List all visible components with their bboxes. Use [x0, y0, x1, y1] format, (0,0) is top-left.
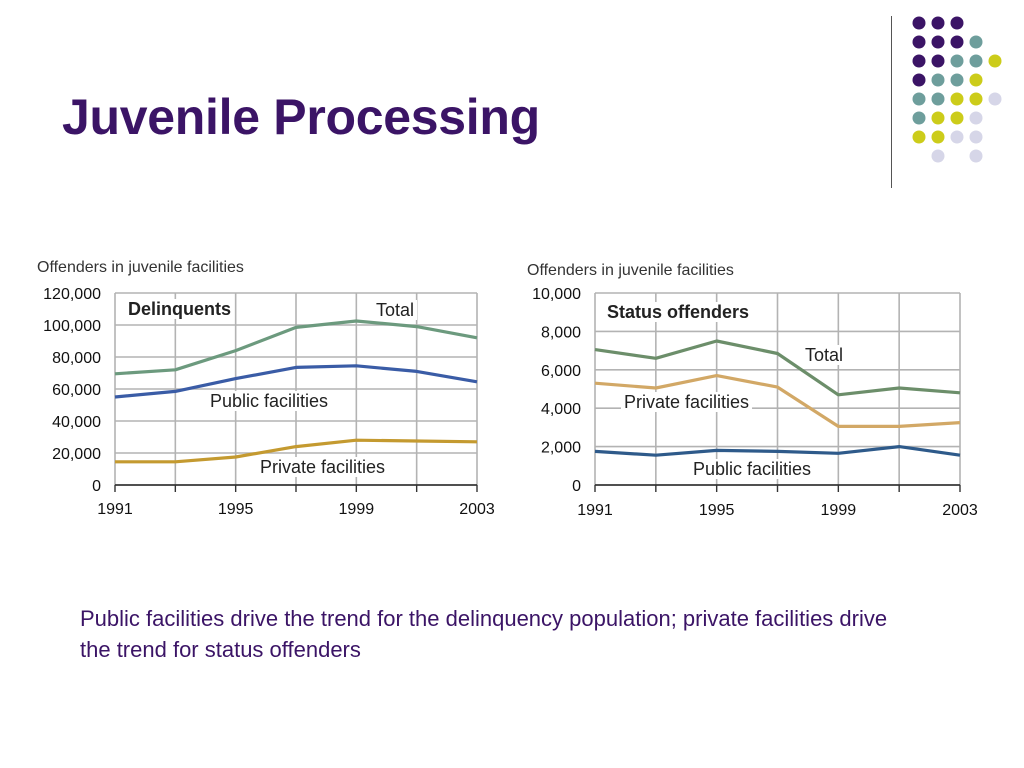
- series-label-background: [690, 459, 815, 479]
- y-tick-label: 8,000: [541, 324, 581, 341]
- decorative-dot: [931, 149, 945, 163]
- decorative-dot: [912, 111, 926, 125]
- delinquents-line-chart: Offenders in juvenile facilities 0 20,000 4…: [37, 259, 495, 518]
- slide-caption: Public facilities drive the trend for th…: [80, 606, 888, 662]
- decorative-dot: [969, 130, 983, 144]
- series-label-background: [802, 345, 847, 365]
- decorative-dot: [969, 35, 983, 49]
- decorative-dot: [912, 92, 926, 106]
- y-tick-label: 0: [572, 478, 581, 495]
- decorative-dot: [931, 111, 945, 125]
- y-tick-label: 40,000: [52, 414, 101, 431]
- y-tick-label: 0: [92, 478, 101, 495]
- x-tick-label: 1991: [577, 502, 613, 519]
- y-tick-label: 6,000: [541, 363, 581, 380]
- y-tick-label: 10,000: [532, 286, 581, 303]
- panel-label: Delinquents: [128, 299, 231, 319]
- series-label: Private facilities: [624, 392, 749, 412]
- x-tick-label: 1995: [218, 501, 254, 518]
- decorative-dot-grid: [912, 16, 1002, 163]
- series-line-total: [114, 319, 478, 376]
- decorative-dot: [931, 92, 945, 106]
- decorative-dot: [931, 35, 945, 49]
- decorative-dot: [912, 35, 926, 49]
- panel-label-background: [125, 299, 235, 319]
- x-tick-label: 1995: [699, 502, 735, 519]
- y-tick-label: 4,000: [541, 401, 581, 418]
- series-label: Public facilities: [693, 459, 811, 479]
- series-label: Private facilities: [260, 457, 385, 477]
- decorative-dot: [950, 16, 964, 30]
- decorative-dot: [912, 16, 926, 30]
- decorative-dot: [950, 35, 964, 49]
- decorative-dot: [931, 130, 945, 144]
- decorative-dot: [950, 111, 964, 125]
- decorative-dot: [988, 92, 1002, 106]
- series-label-background: [621, 392, 753, 412]
- decorative-dot: [950, 54, 964, 68]
- y-tick-label: 100,000: [43, 318, 101, 335]
- decorative-dot: [912, 73, 926, 87]
- series-label-background: [207, 391, 332, 411]
- y-tick-label: 60,000: [52, 382, 101, 399]
- series-line-private-facilities: [115, 438, 478, 464]
- decorative-dot: [950, 92, 964, 106]
- series-line-private-facilities: [594, 374, 961, 428]
- chart-title: Offenders in juvenile facilities: [527, 262, 734, 279]
- x-tick-label: 2003: [459, 501, 495, 518]
- x-tick-label: 1999: [821, 502, 857, 519]
- series-label-background: [257, 457, 389, 477]
- x-tick-label: 2003: [942, 502, 978, 519]
- series-label: Total: [376, 300, 414, 320]
- panel-label-background: [604, 302, 753, 322]
- decorative-dot: [950, 130, 964, 144]
- status-offenders-line-chart: Offenders in juvenile facilities 0 2,000 4,…: [527, 262, 978, 519]
- decorative-dot: [988, 54, 1002, 68]
- decorative-dot: [969, 73, 983, 87]
- y-tick-label: 20,000: [52, 446, 101, 463]
- decorative-dot: [969, 149, 983, 163]
- decorative-dot: [912, 130, 926, 144]
- series-label: Public facilities: [210, 391, 328, 411]
- series-label: Total: [805, 345, 843, 365]
- x-tick-label: 1991: [97, 501, 133, 518]
- decorative-dot: [912, 54, 926, 68]
- decorative-dot: [931, 73, 945, 87]
- series-line-public-facilities: [594, 445, 961, 457]
- series-label-background: [373, 300, 418, 320]
- y-tick-label: 80,000: [52, 350, 101, 367]
- y-tick-label: 120,000: [43, 286, 101, 303]
- decorative-dot: [950, 73, 964, 87]
- decorative-dot: [969, 111, 983, 125]
- chart-title: Offenders in juvenile facilities: [37, 259, 244, 276]
- title-divider-line: [891, 16, 892, 188]
- series-line-total: [594, 339, 961, 397]
- decorative-dot: [931, 16, 945, 30]
- decorative-dot: [969, 54, 983, 68]
- series-line-public-facilities: [114, 364, 478, 399]
- slide-title: Juvenile Processing: [62, 89, 540, 145]
- y-tick-label: 2,000: [541, 440, 581, 457]
- x-tick-label: 1999: [339, 501, 375, 518]
- decorative-dot: [969, 92, 983, 106]
- panel-label: Status offenders: [607, 302, 749, 322]
- decorative-dot: [931, 54, 945, 68]
